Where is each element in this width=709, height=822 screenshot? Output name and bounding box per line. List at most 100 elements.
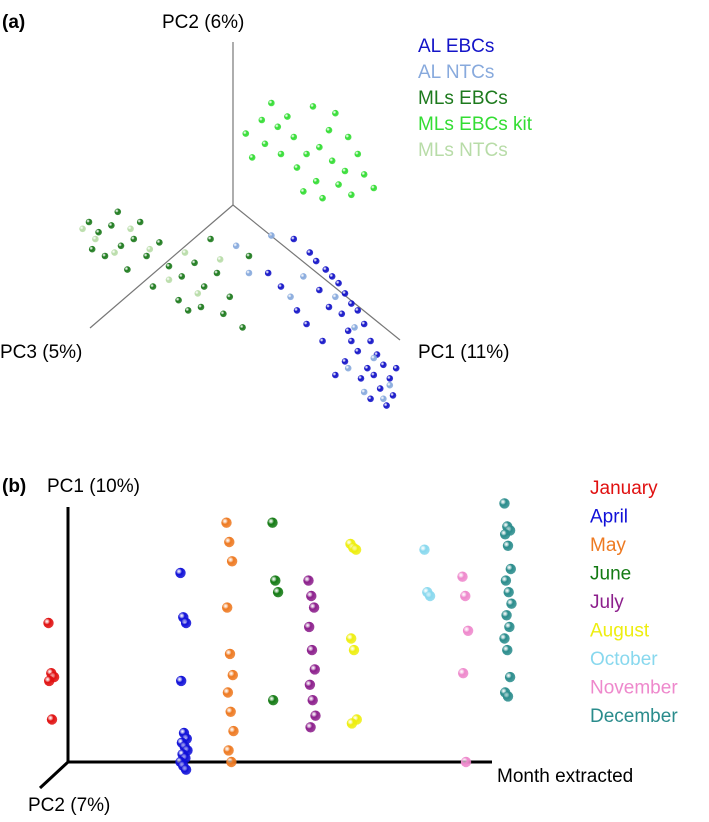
point-b-november-0	[457, 571, 468, 582]
point-a-mls-ntcs-2	[127, 225, 134, 233]
point-a-mls-ebcs-kit-2	[274, 123, 282, 131]
point-a-al-ebcs-24	[293, 307, 301, 314]
point-a-mls-ebcs-21	[136, 218, 144, 226]
point-a-mls-ebcs-10	[200, 283, 208, 290]
point-a-mls-ebcs-16	[175, 296, 182, 304]
point-a-mls-ebcs-kit-23	[309, 103, 317, 110]
point-a-al-ebcs-25	[277, 283, 285, 290]
point-b-may-10	[226, 756, 237, 768]
point-a-mls-ebcs-9	[191, 259, 198, 267]
panel-a-label: (a)	[2, 12, 25, 33]
point-a-al-ebcs-13	[367, 337, 374, 345]
point-a-al-ebcs-27	[316, 286, 323, 294]
point-a-al-ebcs-6	[341, 290, 349, 297]
point-a-mls-ebcs-18	[220, 310, 227, 318]
pc1-axis-a	[232, 204, 401, 341]
point-b-june-0	[267, 517, 278, 528]
point-a-al-ebcs-8	[325, 303, 333, 311]
legend-a: AL EBCs AL NTCs MLs EBCs MLs EBCs kit MLs NT…	[418, 36, 533, 161]
point-a-mls-ebcs-kit-15	[335, 181, 342, 188]
point-a-al-ebcs-30	[357, 375, 365, 382]
point-b-november-1	[460, 590, 471, 602]
point-a-mls-ebcs-23	[184, 307, 192, 314]
point-a-mls-ebcs-17	[197, 303, 205, 311]
point-a-al-ebcs-34	[392, 364, 400, 372]
point-a-mls-ntcs-3	[146, 245, 154, 253]
point-a-mls-ebcs-20	[88, 245, 96, 253]
pc2-axis-b	[38, 760, 70, 790]
point-b-june-3	[268, 695, 279, 706]
point-a-al-ebcs-31	[348, 337, 355, 345]
pc2-label-a: PC2 (6%)	[162, 12, 244, 33]
point-a-mls-ebcs-19	[239, 324, 246, 331]
point-a-al-ebcs-5	[335, 279, 342, 287]
point-a-mls-ebcs-kit-13	[344, 133, 352, 141]
point-a-al-ntcs-7	[245, 269, 253, 277]
legend-b-may: May	[590, 535, 626, 556]
point-a-al-ntcs-2	[332, 293, 339, 301]
panel-b-label: (b)	[2, 476, 26, 497]
point-a-mls-ebcs-kit-20	[284, 113, 291, 120]
point-b-may-1	[224, 536, 235, 548]
point-a-al-ebcs-12	[344, 327, 352, 335]
point-a-al-ntcs-4	[370, 354, 378, 362]
point-b-august-4	[348, 644, 360, 656]
point-a-mls-ebcs-25	[245, 252, 253, 260]
point-a-mls-ebcs-kit-12	[325, 126, 333, 134]
point-a-mls-ebcs-kit-11	[261, 140, 269, 148]
legend-a-al-ntcs: AL NTCs	[418, 62, 494, 83]
point-b-december-10	[504, 621, 515, 633]
point-a-mls-ebcs-kit-10	[277, 150, 285, 158]
point-b-july-7	[307, 695, 318, 706]
point-a-mls-ntcs-4	[165, 276, 173, 284]
point-b-april-2	[180, 617, 192, 629]
point-a-al-ebcs-19	[386, 375, 394, 382]
points-a	[79, 99, 400, 409]
point-a-mls-ebcs-kit-5	[316, 143, 323, 151]
pc1-label-a: PC1 (11%)	[418, 342, 510, 363]
point-a-mls-ebcs-kit-24	[370, 184, 378, 192]
point-b-december-5	[505, 563, 516, 575]
point-a-mls-ebcs-kit-16	[319, 194, 326, 202]
point-b-may-3	[222, 602, 233, 613]
legend-b-december: December	[590, 706, 678, 727]
point-b-october-0	[419, 544, 430, 555]
point-a-al-ntcs-10	[380, 395, 387, 403]
point-b-december-11	[499, 633, 510, 644]
point-a-al-ebcs-17	[364, 364, 371, 372]
point-a-mls-ebcs-15	[149, 283, 157, 290]
point-a-mls-ebcs-kit-4	[303, 150, 310, 158]
legend-b-november: November	[590, 678, 678, 699]
point-a-al-ebcs-10	[354, 307, 362, 314]
point-a-mls-ebcs-kit-17	[300, 188, 307, 195]
pc1-label-b: PC1 (10%)	[47, 476, 140, 497]
legend-b-june: June	[590, 564, 631, 585]
point-a-al-ebcs-2	[312, 257, 320, 265]
point-a-mls-ntcs-8	[181, 249, 189, 256]
point-a-mls-ntcs-1	[111, 249, 118, 256]
point-b-august-6	[346, 718, 358, 729]
point-a-mls-ebcs-22	[207, 235, 214, 243]
point-a-mls-ebcs-kit-7	[341, 167, 349, 175]
points-b	[43, 498, 517, 775]
pc3-label-a: PC3 (5%)	[0, 342, 82, 363]
point-b-july-1	[306, 590, 317, 602]
point-b-december-3	[500, 529, 511, 540]
point-b-december-8	[506, 598, 517, 609]
point-a-al-ntcs-0	[268, 232, 275, 239]
point-a-mls-ebcs-kit-6	[328, 157, 336, 165]
point-a-mls-ntcs-5	[194, 290, 202, 297]
point-a-mls-ebcs-kit-0	[242, 130, 250, 137]
point-a-mls-ebcs-14	[124, 266, 131, 273]
point-b-july-2	[308, 602, 320, 613]
point-a-mls-ebcs-11	[213, 269, 221, 277]
point-b-december-13	[504, 671, 516, 683]
legend-a-al-ebcs: AL EBCs	[418, 36, 494, 57]
legend-a-mls-ebcs: MLs EBCs	[418, 88, 508, 109]
point-a-mls-ebcs-12	[226, 293, 234, 301]
point-b-may-4	[224, 648, 236, 660]
point-a-mls-ebcs-2	[108, 222, 115, 229]
point-a-al-ebcs-3	[322, 266, 330, 273]
point-a-mls-ebcs-kit-19	[360, 171, 368, 178]
